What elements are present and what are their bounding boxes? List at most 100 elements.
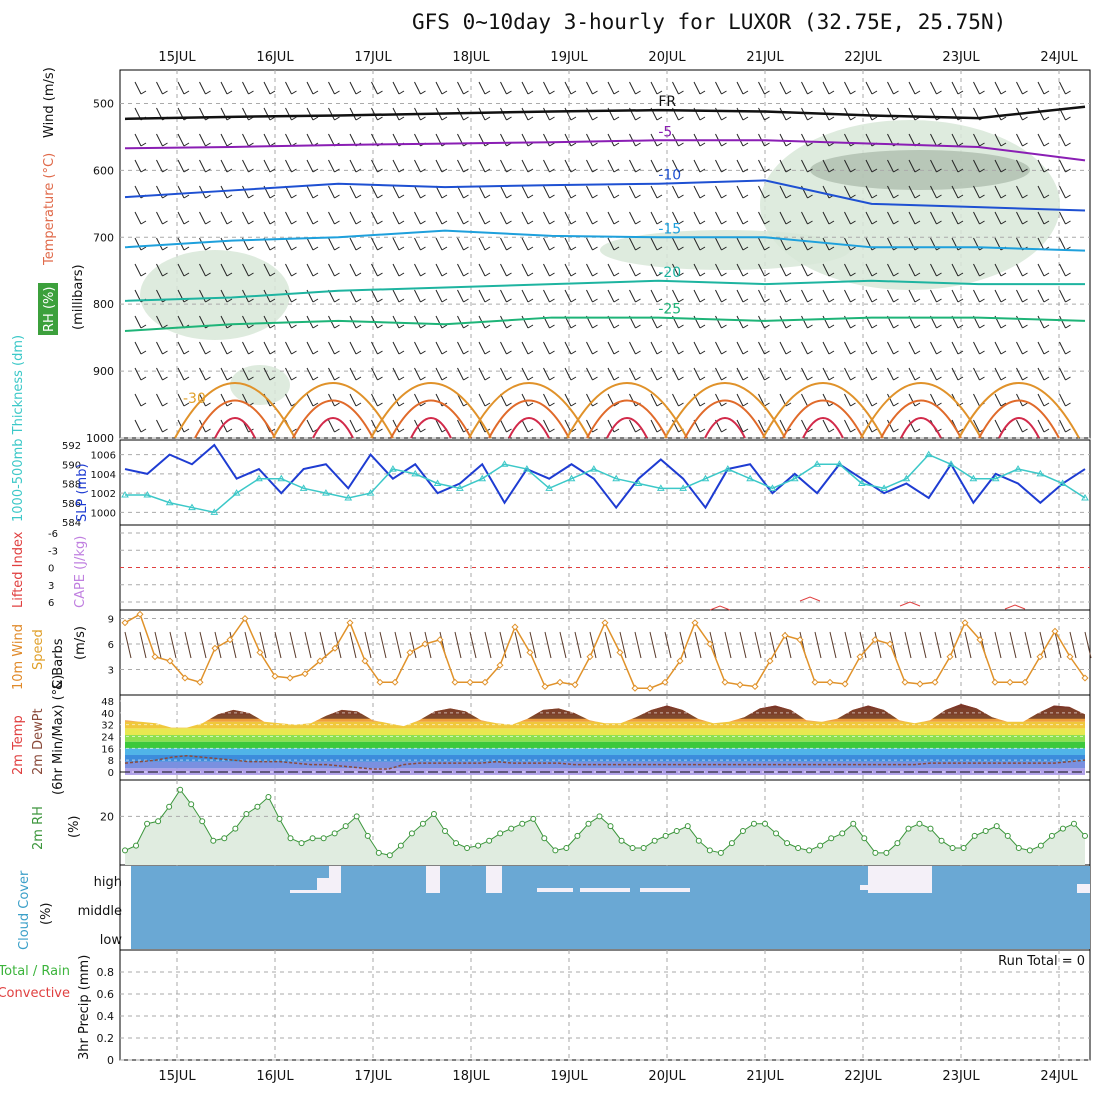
wind-barb [334,631,342,659]
rh-marker [221,835,228,842]
wind-barb [635,142,641,147]
wind-barb [140,142,147,147]
li-tick-label: 6 [48,598,54,609]
wind-barb [693,367,701,381]
wind-barb [586,185,593,199]
wind-speed-marker [391,678,399,686]
rh-marker [1026,847,1033,854]
wind-barb [979,272,985,277]
wind-barb [678,298,684,303]
wind-barb [764,246,770,251]
wind-barb [964,631,972,659]
wind-barb [478,185,486,199]
wind-barb [543,211,550,225]
wind-barb [1022,350,1028,355]
thickness-marker [232,489,241,496]
wind-barb [1016,185,1023,199]
wind-barb [828,298,835,303]
wind-speed-marker [676,657,684,665]
wind-barb [334,402,340,407]
wind-unit-label: (m/s) [73,626,88,660]
wind-barb [656,90,663,95]
precip-tick-label: 0.8 [97,966,115,979]
wind-barb [828,246,835,251]
wind-barb [715,367,722,381]
wind-barb [779,263,787,277]
slp-tick-label: 1004 [91,470,116,481]
rh-marker [982,828,989,834]
wind-barb [850,428,856,433]
wind-barb [635,324,641,329]
wind-barb [564,237,572,251]
bottom-date-label: 19JUL [550,1069,588,1084]
wind-speed-marker [736,681,744,689]
wind-barb [871,194,878,199]
wind-barb [1065,428,1071,433]
wind-barb [312,90,319,95]
wind-barb [291,298,297,303]
rh-marker [795,845,802,851]
pressure-tick-label: 500 [93,97,114,110]
wind-barb [162,428,168,433]
wind-barb [699,194,706,199]
isotherm-arc [664,382,786,439]
wind-barb [678,350,684,355]
slp-line [124,443,1086,510]
rh-marker [817,842,824,849]
wind-barb [758,159,765,173]
rh-marker [1004,832,1011,839]
wind-barb [592,324,598,329]
wind-barb [398,324,405,329]
top-date-label: 21JUL [746,50,784,65]
wind-barb [742,90,749,95]
cloud-gap [317,878,331,893]
wind-barb [936,350,942,355]
wind-speed-marker [781,631,789,640]
wind-barb [678,142,684,147]
isotherm-arc [900,417,942,439]
wind-barb [635,168,641,173]
wind-barb [414,289,421,303]
wind-barb [893,324,899,329]
wind-barb [570,350,577,355]
wind-barb [500,211,507,225]
wind-barb [484,272,491,277]
wind-barb [177,185,185,199]
wind-barb [693,237,701,251]
wind-barb [177,133,185,147]
wind-barb [979,168,985,173]
thickness-marker [277,474,286,482]
rh-marker [331,830,338,837]
wind-barb [457,419,464,433]
wind-barb [506,428,512,433]
wind-barb [758,289,765,303]
wind-barb [635,220,641,225]
wind-barb [822,289,830,303]
wind-barb [649,631,657,659]
wind-barb [742,168,749,173]
rh-marker [993,823,1000,830]
wind-barb [973,367,980,381]
wind-barb [549,298,555,303]
wind-barb [785,194,792,199]
wind-speed-marker [826,678,834,686]
wind-speed-marker [901,678,909,686]
temp-label: Temperature (°C) [42,153,57,266]
wind-speed-marker [691,619,699,627]
top-date-label: 22JUL [844,50,882,65]
slp-tick-label: 1002 [91,489,116,500]
wind-barb [156,133,163,147]
wind-speed-marker [226,636,234,644]
minmax-label: (6hr Min/Max) (°C) [51,675,66,795]
wind-barb [392,159,400,173]
wind-barb [559,631,567,659]
temp-tick-label: 0 [108,768,114,779]
wind-barb [715,81,722,95]
rh-marker [210,837,217,844]
wind-speed-marker [571,681,579,689]
isotherm-label: -20 [658,265,681,281]
wind-barb [828,324,835,329]
wind-barb [1065,142,1071,147]
chart-title: GFS 0~10day 3-hourly for LUXOR (32.75E, … [412,10,1007,34]
wind-barb [699,116,706,121]
